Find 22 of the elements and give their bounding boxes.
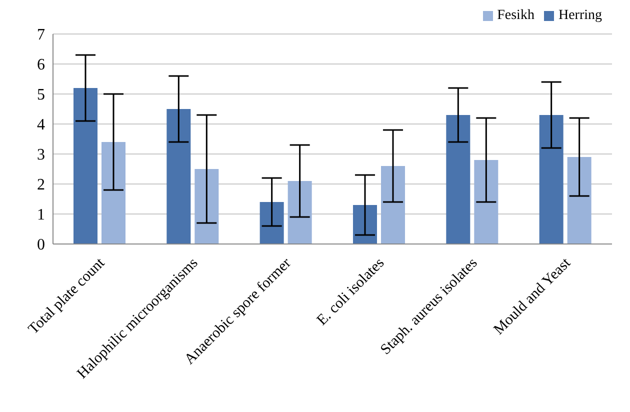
bar <box>446 115 470 244</box>
y-tick-label: 7 <box>37 26 45 44</box>
y-tick-label: 3 <box>37 146 45 164</box>
bar <box>260 202 284 244</box>
legend-label: Fesikh <box>497 8 534 23</box>
bar <box>352 205 377 244</box>
bar <box>166 109 191 244</box>
y-tick-label: 0 <box>37 236 45 254</box>
bar <box>567 157 592 244</box>
y-tick-label: 6 <box>37 56 45 74</box>
bar <box>194 169 219 244</box>
y-tick-label: 2 <box>37 176 45 194</box>
bar <box>101 142 126 244</box>
bar <box>288 181 312 244</box>
bar <box>539 115 564 244</box>
y-tick-label: 5 <box>37 86 45 104</box>
y-tick-label: 1 <box>37 206 45 224</box>
legend-label: Herring <box>558 8 602 23</box>
bar <box>73 88 98 244</box>
bar <box>474 160 498 244</box>
bar <box>380 166 405 244</box>
y-tick-label: 4 <box>37 116 45 134</box>
